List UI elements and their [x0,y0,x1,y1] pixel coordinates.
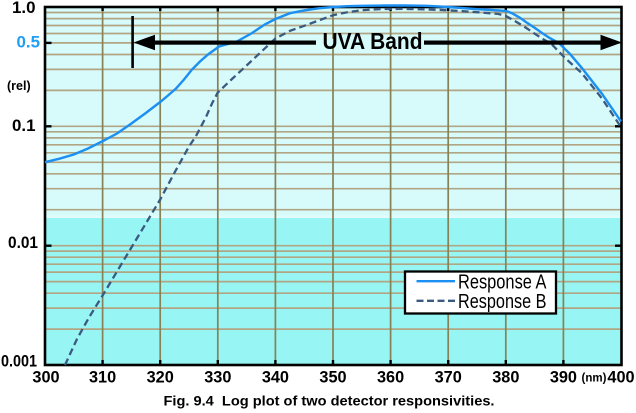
svg-text:390: 390 [550,369,577,387]
svg-text:(rel): (rel) [7,79,31,93]
svg-text:0.5: 0.5 [17,34,41,52]
svg-text:0.1: 0.1 [12,117,36,135]
svg-text:380: 380 [492,369,519,387]
svg-text:330: 330 [204,369,231,387]
svg-text:Response A: Response A [458,271,547,293]
svg-text:UVA Band: UVA Band [323,28,423,54]
svg-text:320: 320 [147,369,174,387]
svg-text:370: 370 [435,369,462,387]
svg-text:0.001: 0.001 [1,353,37,371]
svg-text:350: 350 [319,369,346,387]
svg-text:340: 340 [262,369,289,387]
svg-text:400: 400 [607,369,634,387]
svg-text:(nm): (nm) [582,373,607,385]
svg-text:0.01: 0.01 [8,234,38,252]
svg-text:Response B: Response B [458,291,547,313]
svg-text:1.0: 1.0 [12,0,36,17]
svg-text:300: 300 [32,369,59,387]
svg-text:310: 310 [89,369,116,387]
svg-text:360: 360 [377,369,404,387]
svg-text:Fig. 9.4 Log plot of two dete: Fig. 9.4 Log plot of two detector respon… [164,393,495,409]
